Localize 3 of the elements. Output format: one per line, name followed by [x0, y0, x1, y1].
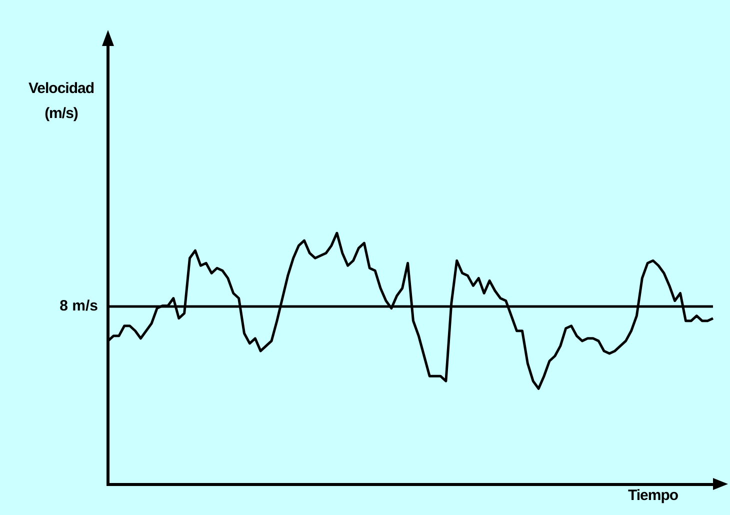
ref-line-label: 8 m/s	[60, 297, 98, 314]
ylabel-text: Velocidad (m/s)	[28, 79, 94, 124]
x-axis-title: Tiempo	[628, 487, 678, 504]
